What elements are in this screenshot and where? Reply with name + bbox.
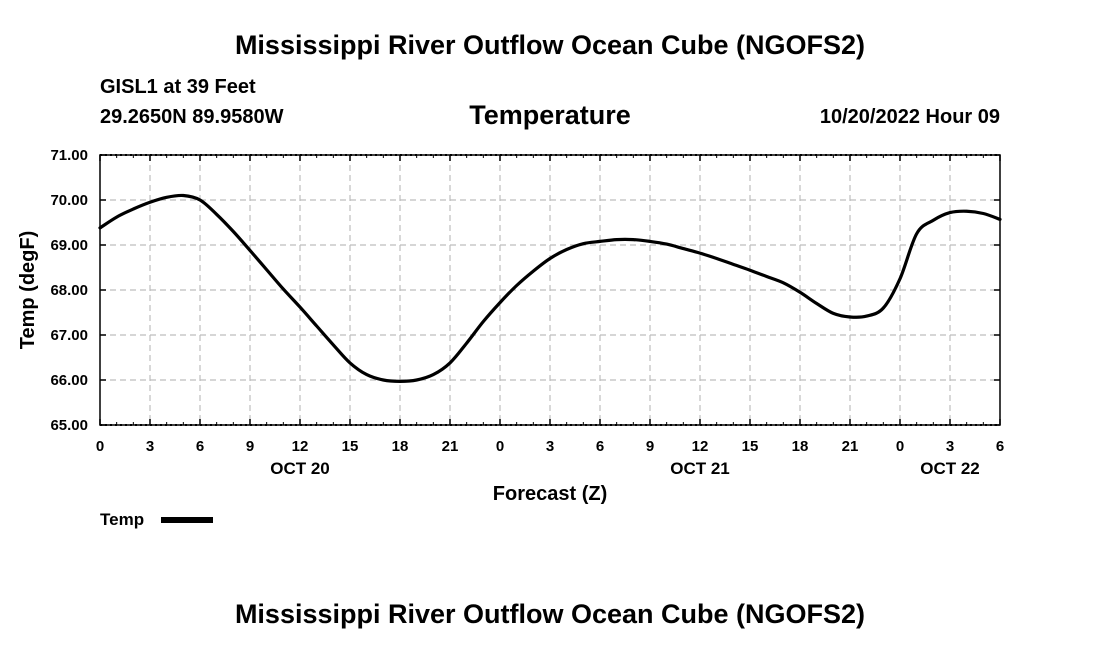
x-axis-tick-labels: 0 3 6 9 12 15 18 21 0 3 6 9 12 15 18 21 0 3 6 [96, 438, 1004, 455]
x-tick-label: 12 [692, 438, 709, 455]
y-axis-label: Temp (degF) [17, 231, 39, 350]
legend-swatch-temp [161, 517, 213, 523]
x-tick-label: 9 [646, 438, 654, 455]
y-tick-label: 66.00 [50, 372, 88, 389]
y-axis-tick-labels: 65.00 66.00 67.00 68.00 69.00 70.00 71.00 [50, 147, 88, 434]
day-label: OCT 21 [670, 459, 730, 478]
y-tick-label: 65.00 [50, 417, 88, 434]
x-tick-label: 0 [896, 438, 904, 455]
x-tick-label: 3 [546, 438, 554, 455]
legend-label-temp: Temp [100, 510, 145, 529]
chart-footer-title: Mississippi River Outflow Ocean Cube (NG… [234, 599, 866, 629]
x-tick-label: 12 [292, 438, 309, 455]
x-axis-day-labels: OCT 20 OCT 21 OCT 22 [270, 459, 980, 478]
x-tick-label: 15 [742, 438, 759, 455]
x-tick-label: 9 [246, 438, 254, 455]
chart-grid [100, 154, 1000, 426]
chart-series [98, 193, 1002, 383]
x-tick-label: 21 [442, 438, 459, 455]
y-tick-label: 70.00 [50, 192, 88, 209]
x-tick-label: 6 [596, 438, 604, 455]
station-name: GISL1 at 39 Feet [100, 76, 256, 98]
forecast-datetime: 10/20/2022 Hour 09 [819, 106, 1000, 128]
x-tick-label: 15 [342, 438, 359, 455]
x-tick-label: 18 [792, 438, 809, 455]
x-tick-label: 0 [496, 438, 504, 455]
x-tick-label: 6 [196, 438, 204, 455]
y-tick-label: 68.00 [50, 282, 88, 299]
series-line-temp [98, 193, 1002, 383]
station-coordinates: 29.2650N 89.9580W [100, 106, 284, 128]
y-tick-label: 69.00 [50, 237, 88, 254]
x-tick-label: 18 [392, 438, 409, 455]
x-tick-label: 3 [146, 438, 154, 455]
x-tick-label: 3 [946, 438, 954, 455]
chart-main-title: Mississippi River Outflow Ocean Cube (NG… [234, 30, 866, 60]
day-label: OCT 20 [270, 459, 330, 478]
x-tick-label: 21 [842, 438, 859, 455]
y-tick-label: 67.00 [50, 327, 88, 344]
chart-subtitle: Temperature [469, 100, 631, 130]
x-tick-label: 0 [96, 438, 104, 455]
day-label: OCT 22 [920, 459, 980, 478]
x-axis-label: Forecast (Z) [493, 483, 607, 505]
y-tick-label: 71.00 [50, 147, 88, 164]
plot-frame [99, 154, 1001, 426]
x-tick-label: 6 [996, 438, 1004, 455]
